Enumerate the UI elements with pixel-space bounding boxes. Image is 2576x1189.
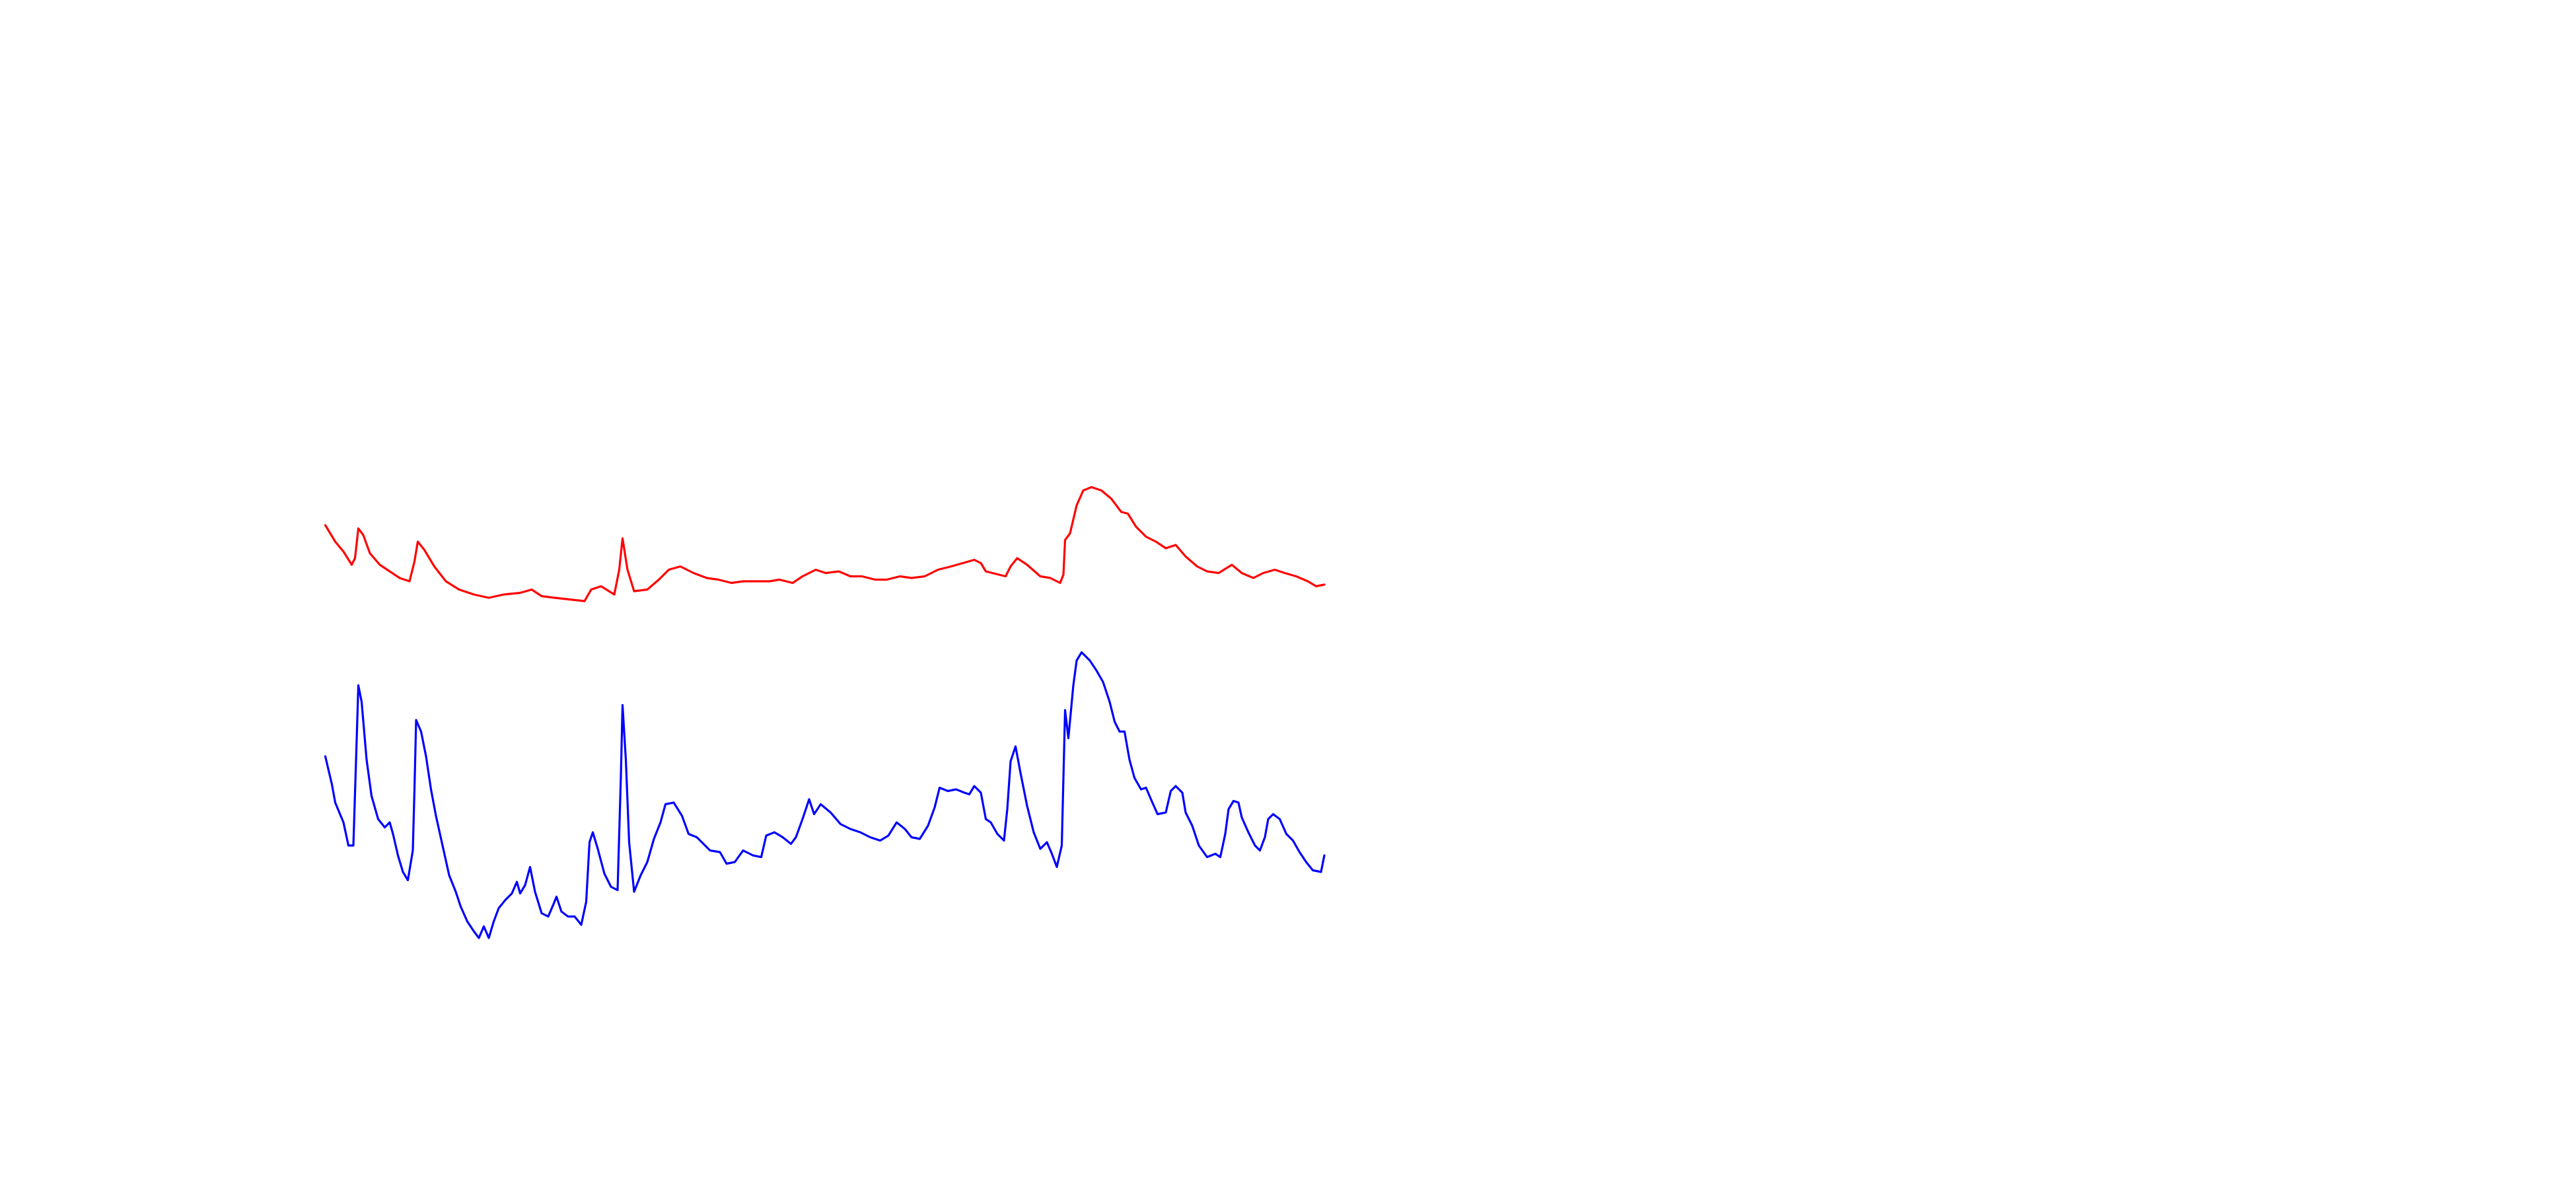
line-series — [324, 651, 1326, 939]
line-series — [324, 486, 1326, 602]
